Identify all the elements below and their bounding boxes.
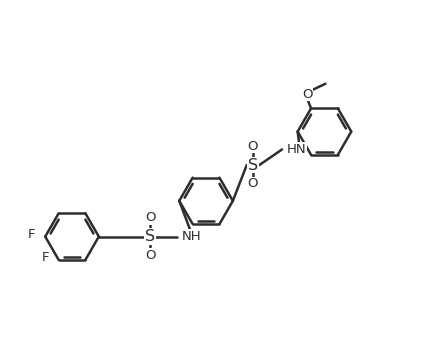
Text: O: O	[145, 249, 156, 262]
Text: O: O	[248, 177, 258, 190]
Text: NH: NH	[181, 230, 201, 243]
Text: F: F	[41, 251, 49, 264]
Text: O: O	[145, 211, 156, 224]
Text: F: F	[28, 228, 35, 241]
Text: S: S	[248, 157, 258, 172]
Text: S: S	[145, 229, 155, 244]
Text: O: O	[302, 87, 313, 101]
Text: O: O	[248, 140, 258, 153]
Text: HN: HN	[286, 143, 306, 156]
